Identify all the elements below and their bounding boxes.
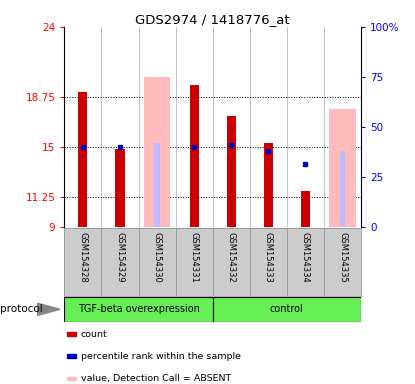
Text: value, Detection Call = ABSENT: value, Detection Call = ABSENT — [81, 374, 231, 383]
Bar — [190, 86, 199, 227]
Title: GDS2974 / 1418776_at: GDS2974 / 1418776_at — [135, 13, 290, 26]
FancyBboxPatch shape — [64, 297, 213, 322]
Text: GSM154334: GSM154334 — [301, 232, 310, 283]
Text: GSM154330: GSM154330 — [153, 232, 161, 283]
Text: GSM154329: GSM154329 — [115, 232, 124, 283]
Text: TGF-beta overexpression: TGF-beta overexpression — [78, 304, 200, 314]
Text: count: count — [81, 330, 107, 339]
Text: GSM154333: GSM154333 — [264, 232, 273, 283]
Bar — [340, 151, 345, 227]
Bar — [301, 190, 310, 227]
Bar — [67, 377, 76, 380]
Bar — [67, 333, 76, 336]
Bar — [78, 92, 88, 227]
Bar — [115, 149, 124, 227]
Bar — [264, 143, 273, 227]
Bar — [227, 116, 236, 227]
Text: GSM154331: GSM154331 — [190, 232, 199, 283]
Bar — [329, 109, 356, 227]
Bar — [67, 354, 76, 358]
Text: percentile rank within the sample: percentile rank within the sample — [81, 353, 241, 361]
Text: GSM154335: GSM154335 — [338, 232, 347, 283]
Bar — [144, 78, 171, 227]
Text: GSM154328: GSM154328 — [78, 232, 88, 283]
Text: control: control — [270, 304, 304, 314]
Bar — [154, 143, 160, 227]
Text: protocol: protocol — [0, 304, 43, 314]
FancyBboxPatch shape — [213, 297, 361, 322]
Text: GSM154332: GSM154332 — [227, 232, 236, 283]
Polygon shape — [37, 303, 60, 316]
